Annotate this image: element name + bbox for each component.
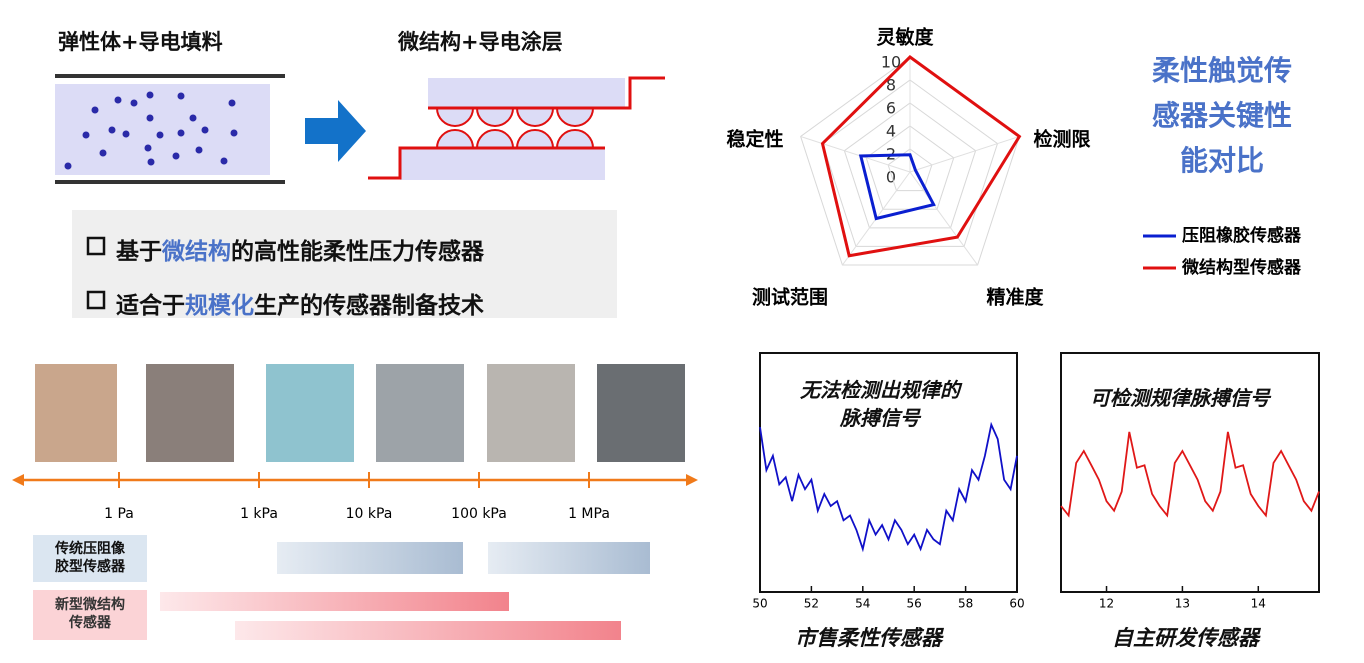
r-tick-label: 10	[881, 53, 901, 72]
x-tick-label: 54	[855, 597, 870, 611]
bullet: 适合于规模化生产的传感器制备技术	[116, 286, 484, 320]
axis-label: 稳定性	[726, 128, 783, 151]
bullet-box	[86, 290, 106, 310]
radar-title: 柔性触觉传感器关键性能对比	[1151, 54, 1292, 177]
grid-ring	[887, 148, 933, 192]
text: 基于	[116, 239, 162, 265]
x-tick-label: 13	[1175, 597, 1190, 611]
plot-title: 可检测规律脉搏信号	[1090, 386, 1270, 410]
r-tick-label: 0	[886, 168, 896, 187]
text: 适合于	[116, 293, 185, 319]
axis-label: 100 kPa	[451, 506, 507, 522]
spoke	[800, 135, 911, 173]
axis-label: 检测限	[1033, 128, 1090, 151]
r-tick-label: 8	[886, 76, 896, 95]
arrow	[305, 100, 366, 162]
row-label: 传统压阻像胶型传感器	[55, 541, 125, 575]
photos	[35, 364, 685, 462]
x-tick-label: 56	[907, 597, 922, 611]
filler-diagram	[55, 74, 285, 184]
radar-series	[820, 55, 1022, 258]
row-label-bg	[33, 590, 147, 640]
range-bar	[277, 542, 463, 574]
x-tick-label: 60	[1009, 597, 1024, 611]
x-tick-label: 14	[1251, 597, 1266, 611]
signal-line	[759, 421, 1018, 553]
bullet-box	[86, 236, 106, 256]
spoke	[909, 135, 1020, 173]
axis-label: 1 MPa	[568, 506, 610, 522]
legend-label: 压阻橡胶传感器	[1182, 225, 1302, 246]
text: 生产的传感器制备技术	[254, 293, 484, 319]
range-bar	[488, 542, 650, 574]
row-label-bg	[33, 535, 147, 582]
axis-label: 10 kPa	[346, 506, 393, 522]
signal-line	[1060, 431, 1320, 518]
range-bar	[235, 621, 621, 640]
range-bar	[160, 592, 509, 611]
axis-label: 1 Pa	[104, 506, 134, 522]
caption: 自主研发传感器	[1112, 626, 1259, 650]
text: 的高性能柔性压力传感器	[231, 239, 484, 265]
radar-series	[858, 153, 936, 221]
axis-label: 测试范围	[752, 286, 828, 309]
axis-label: 1 kPa	[240, 506, 278, 522]
axis-label: 精准度	[986, 286, 1044, 309]
axis-label: 灵敏度	[876, 26, 934, 49]
x-tick-label: 12	[1099, 597, 1114, 611]
caption: 市售柔性传感器	[795, 626, 942, 650]
x-tick-label: 58	[958, 597, 973, 611]
highlight: 规模化	[185, 293, 254, 319]
bullet: 基于微结构的高性能柔性压力传感器	[116, 232, 484, 266]
r-tick-label: 6	[886, 99, 896, 118]
grid-ring	[843, 102, 977, 229]
spoke	[909, 171, 978, 266]
row-label: 新型微结构传感器	[55, 597, 125, 631]
plot-frame	[759, 352, 1018, 593]
label: 微结构+导电涂层	[398, 30, 563, 54]
x-tick-label: 52	[804, 597, 819, 611]
plot-title: 无法检测出规律的脉搏信号	[800, 378, 960, 430]
label: 弹性体+导电填料	[58, 30, 223, 54]
microstructure-diagram	[368, 76, 665, 180]
r-tick-label: 4	[886, 122, 896, 141]
x-tick-label: 50	[752, 597, 767, 611]
highlight: 微结构	[162, 239, 231, 265]
pressure-axis	[12, 474, 698, 486]
legend-label: 微结构型传感器	[1181, 257, 1302, 278]
bullet-panel	[72, 210, 617, 318]
plot-frame	[1060, 352, 1320, 593]
